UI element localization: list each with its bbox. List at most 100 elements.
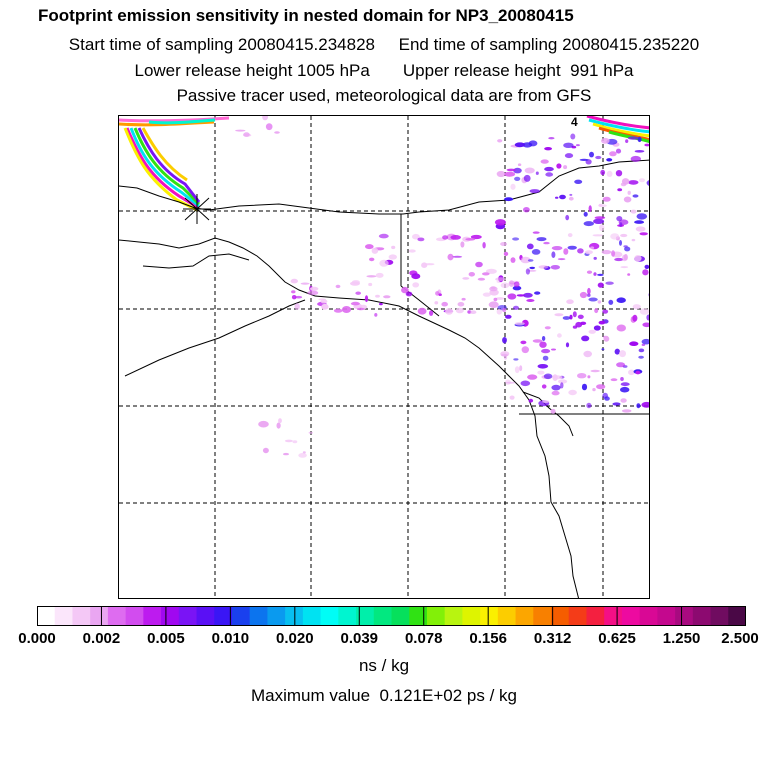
footprint-patch: [461, 297, 466, 301]
footprint-patch: [545, 172, 554, 177]
footprint-patch: [534, 291, 541, 295]
footprint-patch: [494, 219, 506, 226]
footprint-patch: [477, 277, 486, 281]
footprint-patch: [321, 303, 329, 310]
footprint-patch: [442, 235, 449, 240]
footprint-patch: [502, 337, 507, 344]
footprint-patch: [597, 300, 602, 304]
footprint-patch: [597, 282, 604, 288]
color-scale-cell: [409, 606, 428, 626]
color-scale-cell: [692, 606, 712, 626]
footprint-patch: [262, 447, 269, 454]
tracer-info-line: Passive tracer used, meteorological data…: [176, 86, 592, 105]
footprint-patch: [523, 207, 530, 213]
footprint-patch: [615, 170, 623, 177]
footprint-patch: [542, 355, 549, 361]
release-height-line: Lower release height 1005 hPa Upper rele…: [134, 61, 634, 80]
footprint-patch: [502, 307, 507, 313]
footprint-patch: [564, 153, 574, 159]
footprint-patch: [602, 196, 611, 202]
color-scale-cell: [143, 606, 162, 626]
color-scale-cell: [621, 606, 641, 626]
footprint-patch: [563, 248, 569, 255]
footprint-patch: [497, 139, 503, 143]
footprint-patch: [262, 116, 268, 121]
color-scale-tick-label: 2.500: [721, 630, 759, 647]
footprint-patch: [567, 245, 577, 250]
footprint-patch: [307, 290, 319, 296]
footprint-patch: [469, 310, 477, 314]
footprint-patch: [579, 291, 588, 299]
footprint-patch: [368, 282, 373, 287]
footprint-patch: [544, 166, 554, 172]
footprint-patch: [434, 301, 439, 305]
color-scale-tick-label: 0.625: [598, 630, 636, 647]
footprint-patch: [524, 167, 535, 174]
footprint-patch: [291, 290, 296, 294]
footprint-patch: [583, 211, 588, 217]
footprint-patch: [441, 301, 449, 307]
footprint-patch: [310, 286, 319, 291]
footprint-patch: [550, 408, 556, 414]
footprint-patch: [614, 257, 624, 262]
footprint-patch: [308, 431, 313, 434]
footprint-patch: [364, 295, 369, 303]
footprint-patch: [579, 158, 589, 161]
footprint-patch: [482, 292, 491, 297]
footprint-patch: [590, 246, 595, 250]
footprint-patch: [568, 389, 577, 396]
footprint-patch: [556, 163, 562, 169]
footprint-patch: [516, 294, 525, 297]
footprint-patch: [597, 273, 604, 276]
footprint-patch: [366, 275, 377, 278]
footprint-patch: [622, 254, 627, 262]
footprint-patch: [295, 295, 303, 299]
color-scale-cell: [267, 606, 286, 626]
footprint-patch: [369, 257, 375, 262]
footprint-patch: [514, 366, 520, 374]
footprint-patch: [302, 451, 306, 454]
footprint-patch: [401, 286, 409, 294]
footprint-patch: [598, 203, 603, 207]
footprint-patch: [616, 324, 626, 332]
footprint-patch: [355, 291, 361, 295]
footprint-patch: [457, 302, 465, 307]
footprint-patch: [606, 170, 613, 177]
color-scale-cell: [178, 606, 198, 626]
footprint-patch: [495, 297, 505, 300]
footprint-patch: [548, 137, 555, 140]
footprint-patch: [644, 143, 649, 147]
footprint-patch: [641, 338, 649, 345]
color-scale-tick-label: 0.156: [469, 630, 507, 647]
footprint-patch: [608, 299, 614, 305]
footprint-patch: [568, 196, 574, 201]
footprint-patch: [584, 250, 593, 255]
footprint-patch: [375, 294, 380, 298]
color-scale-cell: [107, 606, 127, 626]
footprint-patch: [642, 322, 649, 328]
color-scale-cell: [710, 606, 729, 626]
footprint-patch: [602, 309, 609, 314]
footprint-patch: [632, 304, 641, 310]
footprint-patch: [644, 264, 649, 269]
footprint-patch: [587, 293, 591, 297]
footprint-patch: [577, 314, 584, 319]
footprint-patch: [540, 159, 549, 164]
color-scale-cell: [338, 606, 357, 626]
footprint-patch: [276, 422, 281, 429]
footprint-patch: [598, 320, 606, 325]
footprint-patch: [375, 272, 384, 278]
color-scale-cell: [639, 606, 658, 626]
footprint-patch: [408, 249, 416, 253]
footprint-patch: [632, 314, 638, 322]
footprint-patch: [563, 142, 574, 148]
footprint-patch: [627, 190, 631, 195]
footprint-patch: [298, 453, 307, 458]
footprint-patch: [468, 272, 475, 277]
footprint-patch: [583, 221, 594, 227]
footprint-patch: [634, 220, 645, 224]
footprint-patch: [514, 176, 521, 181]
footprint-patch: [628, 180, 639, 185]
footprint-patch: [485, 268, 497, 274]
footprint-patch: [541, 348, 551, 354]
